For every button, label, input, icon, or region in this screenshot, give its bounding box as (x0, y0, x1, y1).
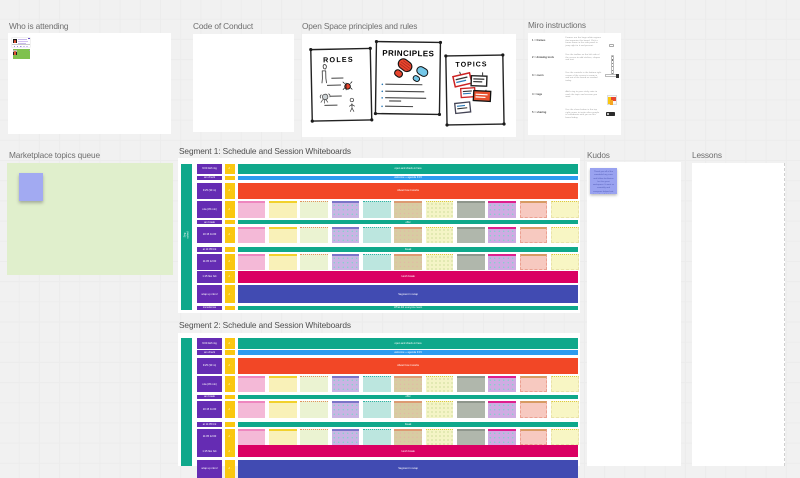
svg-text:TOPICS: TOPICS (455, 61, 487, 69)
svg-text:ROLES: ROLES (323, 55, 354, 65)
svg-text:PRINCIPLES: PRINCIPLES (382, 49, 434, 59)
